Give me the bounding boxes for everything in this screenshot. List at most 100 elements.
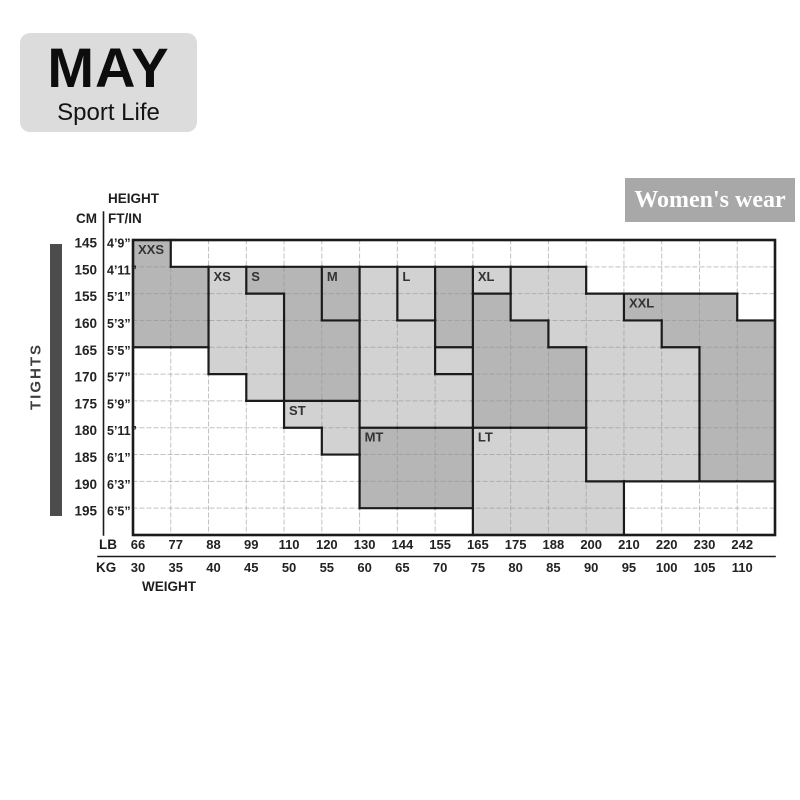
weight-tick-lb: 110 xyxy=(279,537,300,552)
grid-cell xyxy=(321,293,361,321)
grid-cell xyxy=(586,508,625,536)
grid-cell xyxy=(246,320,285,348)
grid-cell xyxy=(397,454,436,482)
grid-cell xyxy=(548,293,587,321)
height-tick-cm: 145 xyxy=(74,236,97,251)
grid-cell xyxy=(661,293,700,321)
grid-cell xyxy=(397,293,436,321)
weight-tick-lb: 66 xyxy=(131,537,145,552)
height-tick-cm: 160 xyxy=(74,316,97,331)
grid-cell xyxy=(359,320,398,348)
grid-cell xyxy=(472,347,512,375)
brand-tagline: Sport Life xyxy=(57,99,160,126)
grid-cell xyxy=(472,508,512,536)
grid-cell xyxy=(170,293,210,321)
grid-cell xyxy=(359,481,398,509)
grid-cell xyxy=(472,320,512,348)
brand-name: MAY xyxy=(47,36,170,99)
grid-cell xyxy=(737,320,776,348)
grid-cell xyxy=(284,347,323,375)
weight-axis-title: WEIGHT xyxy=(142,579,196,594)
grid-cell xyxy=(548,427,587,456)
grid-cell xyxy=(623,454,663,482)
grid-cell xyxy=(435,347,474,375)
grid-cell xyxy=(472,266,512,295)
grid-cell xyxy=(510,481,549,509)
weight-tick-lb: 230 xyxy=(694,537,716,552)
weight-tick-kg: 30 xyxy=(131,560,145,575)
grid-cell xyxy=(699,427,738,456)
grid-cell xyxy=(586,374,625,402)
height-tick-ftin: 6’5” xyxy=(107,505,131,519)
grid-cell xyxy=(510,454,549,482)
grid-cell xyxy=(284,266,323,295)
weight-tick-lb: 88 xyxy=(206,537,220,552)
grid-cell xyxy=(321,400,361,429)
grid-cell xyxy=(321,266,361,295)
grid-cell xyxy=(586,427,625,456)
grid-cell xyxy=(510,320,549,348)
grid-cell xyxy=(133,266,172,295)
grid-cell xyxy=(208,320,247,348)
weight-tick-kg: 40 xyxy=(206,560,220,575)
grid-cell xyxy=(548,400,587,429)
height-tick-cm: 165 xyxy=(74,343,97,358)
grid-cell xyxy=(548,266,587,295)
grid-cell xyxy=(737,454,776,482)
height-tick-ftin: 5’9” xyxy=(107,397,131,411)
grid-cell xyxy=(699,374,738,402)
grid-cell xyxy=(548,347,587,375)
grid-cell xyxy=(321,374,361,402)
height-tick-cm: 190 xyxy=(74,477,97,492)
grid-cell xyxy=(246,347,285,375)
grid-cell xyxy=(397,400,436,429)
grid-cell xyxy=(208,266,247,295)
weight-tick-lb: 200 xyxy=(580,537,602,552)
grid-cell xyxy=(435,454,474,482)
grid-cell xyxy=(623,293,663,321)
weight-tick-kg: 95 xyxy=(622,560,636,575)
grid-cell xyxy=(284,293,323,321)
grid-cell xyxy=(208,347,247,375)
size-region-label: XXS xyxy=(138,242,164,257)
weight-tick-kg: 60 xyxy=(357,560,371,575)
grid-cell xyxy=(661,320,700,348)
height-axis-title: HEIGHT xyxy=(108,191,160,206)
height-tick-cm: 195 xyxy=(74,504,97,519)
grid-cell xyxy=(284,320,323,348)
grid-cell xyxy=(548,508,587,536)
height-tick-ftin: 6’3” xyxy=(107,478,131,492)
weight-tick-kg: 45 xyxy=(244,560,258,575)
size-region-label: LT xyxy=(478,430,493,445)
grid-cell xyxy=(397,427,436,456)
weight-tick-lb: 99 xyxy=(244,537,258,552)
grid-cell xyxy=(170,266,210,295)
grid-cell xyxy=(359,427,398,456)
grid-cell xyxy=(510,427,549,456)
brand-logo: MAY Sport Life xyxy=(20,33,197,132)
grid-cell xyxy=(548,481,587,509)
size-region-label: ST xyxy=(289,403,306,418)
grid-cell xyxy=(397,374,436,402)
grid-cell xyxy=(586,347,625,375)
grid-cell xyxy=(472,427,512,456)
grid-cell xyxy=(359,347,398,375)
category-badge: Women's wear xyxy=(625,178,795,222)
grid-cell xyxy=(699,400,738,429)
height-tick-cm: 175 xyxy=(74,396,97,411)
grid-cell xyxy=(359,266,398,295)
grid-cell xyxy=(661,427,700,456)
grid-cell xyxy=(699,293,738,321)
grid-cell xyxy=(548,454,587,482)
grid-cell xyxy=(435,427,474,456)
height-tick-ftin: 6’1” xyxy=(107,451,131,465)
grid-cell xyxy=(208,293,247,321)
grid-cell xyxy=(737,400,776,429)
grid-cell xyxy=(435,481,474,509)
grid-cell xyxy=(510,266,549,295)
height-tick-ftin: 5’3” xyxy=(107,317,131,331)
grid-cell xyxy=(623,374,663,402)
weight-tick-lb: 155 xyxy=(429,537,451,552)
grid-cell xyxy=(321,427,361,456)
